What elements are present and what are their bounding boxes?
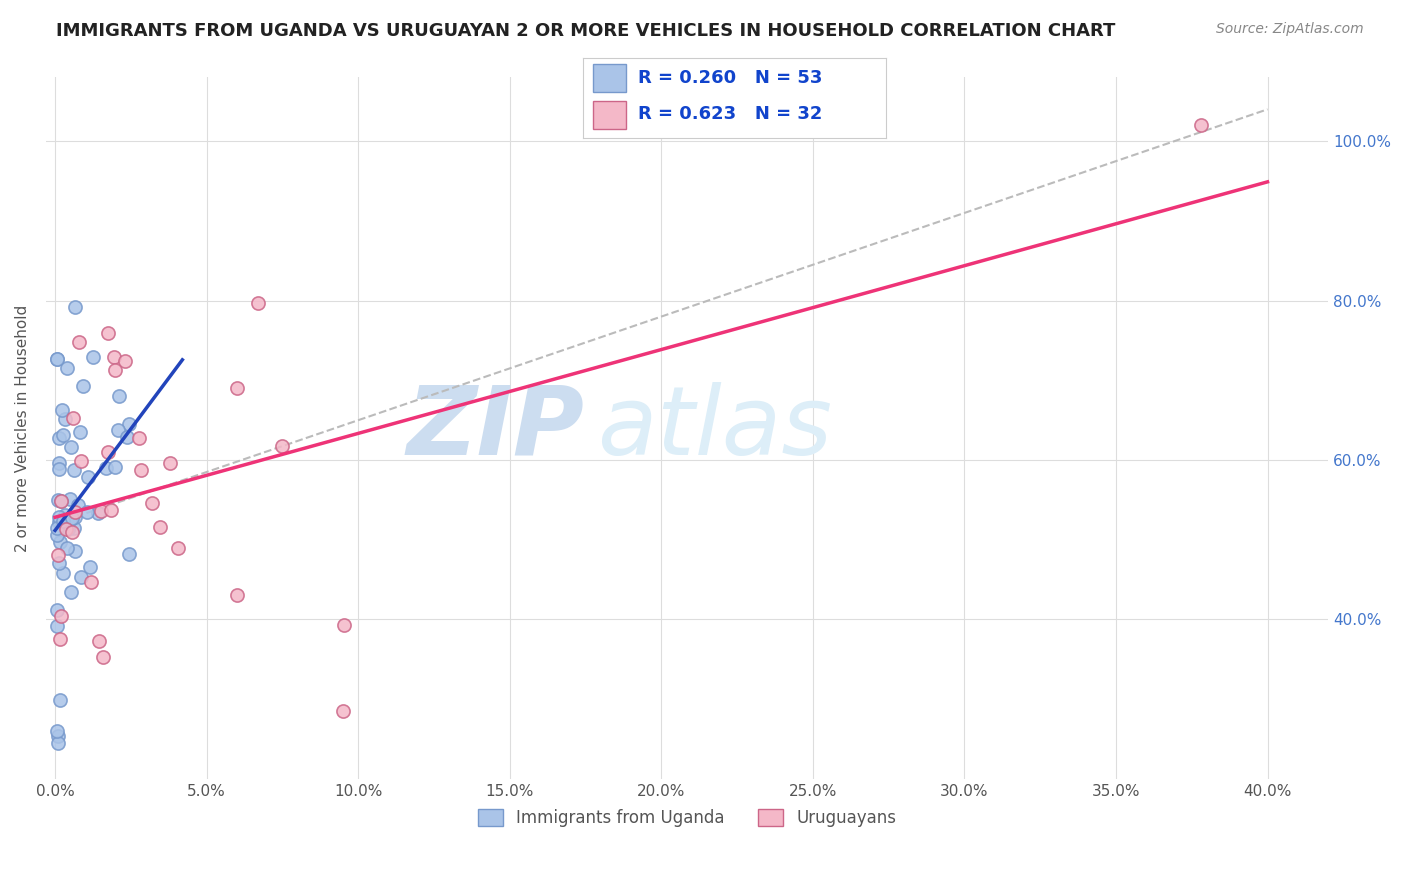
- Point: [59, 440, 82, 454]
- Point: [129, 463, 152, 477]
- Point: [82, 350, 104, 364]
- Point: [49, 609, 72, 624]
- Point: [45, 603, 67, 617]
- Point: [76, 505, 98, 519]
- Point: [108, 389, 131, 403]
- Point: [56, 361, 79, 376]
- Text: R = 0.623   N = 32: R = 0.623 N = 32: [638, 105, 823, 123]
- Point: [46, 736, 69, 750]
- Point: [45, 527, 67, 541]
- Point: [48, 516, 70, 530]
- Point: [60, 511, 83, 525]
- Point: [62, 411, 84, 425]
- Point: [76, 469, 98, 483]
- Point: [52, 566, 75, 580]
- Point: [97, 326, 120, 340]
- Point: [45, 351, 67, 366]
- Point: [100, 503, 122, 517]
- Point: [46, 729, 69, 743]
- Point: [80, 574, 103, 589]
- Point: [46, 724, 69, 739]
- Point: [332, 704, 354, 718]
- Point: [59, 585, 82, 599]
- Point: [45, 619, 67, 633]
- Point: [79, 560, 101, 574]
- Point: [87, 634, 110, 648]
- Point: [45, 351, 67, 366]
- Legend: Immigrants from Uganda, Uruguayans: Immigrants from Uganda, Uruguayans: [471, 802, 903, 834]
- Point: [226, 381, 249, 395]
- Point: [51, 403, 73, 417]
- Point: [46, 549, 69, 563]
- Point: [53, 508, 76, 523]
- Bar: [592, 102, 626, 128]
- Point: [55, 522, 77, 536]
- Point: [46, 521, 69, 535]
- Text: IMMIGRANTS FROM UGANDA VS URUGUAYAN 2 OR MORE VEHICLES IN HOUSEHOLD CORRELATION : IMMIGRANTS FROM UGANDA VS URUGUAYAN 2 OR…: [56, 22, 1115, 40]
- Point: [48, 461, 70, 475]
- Point: [46, 492, 69, 507]
- Point: [225, 588, 247, 602]
- Point: [70, 569, 93, 583]
- Bar: [592, 64, 626, 92]
- Point: [107, 423, 129, 437]
- Point: [167, 541, 190, 555]
- Point: [149, 520, 172, 534]
- Point: [48, 557, 70, 571]
- Point: [63, 520, 86, 534]
- Point: [114, 354, 136, 368]
- Point: [159, 456, 181, 470]
- Point: [246, 296, 269, 310]
- Point: [104, 363, 127, 377]
- Point: [67, 499, 90, 513]
- Point: [62, 524, 84, 539]
- Text: atlas: atlas: [598, 382, 832, 475]
- Point: [69, 453, 91, 467]
- Point: [141, 496, 163, 510]
- Point: [87, 506, 110, 520]
- Point: [118, 417, 141, 432]
- Point: [52, 428, 75, 442]
- Point: [56, 522, 79, 536]
- Point: [63, 543, 86, 558]
- Point: [128, 431, 150, 445]
- Point: [271, 439, 294, 453]
- Point: [59, 491, 82, 506]
- Point: [51, 493, 73, 508]
- Point: [1189, 118, 1212, 132]
- Text: Source: ZipAtlas.com: Source: ZipAtlas.com: [1216, 22, 1364, 37]
- Point: [49, 693, 72, 707]
- Point: [94, 461, 117, 475]
- Point: [51, 519, 73, 533]
- Point: [53, 412, 76, 426]
- Point: [49, 493, 72, 508]
- Point: [48, 456, 70, 470]
- Point: [90, 503, 112, 517]
- Point: [49, 535, 72, 549]
- Point: [333, 617, 356, 632]
- Point: [103, 460, 125, 475]
- Point: [48, 509, 70, 524]
- Point: [63, 505, 86, 519]
- Point: [67, 335, 90, 350]
- Point: [115, 430, 138, 444]
- Point: [63, 300, 86, 314]
- Point: [48, 431, 70, 445]
- Point: [63, 463, 86, 477]
- Point: [49, 632, 72, 646]
- Point: [52, 514, 75, 528]
- Point: [91, 650, 114, 665]
- Point: [56, 541, 79, 555]
- Text: ZIP: ZIP: [406, 382, 585, 475]
- Point: [72, 379, 94, 393]
- Point: [97, 445, 120, 459]
- Point: [63, 509, 86, 524]
- Point: [58, 513, 80, 527]
- Y-axis label: 2 or more Vehicles in Household: 2 or more Vehicles in Household: [15, 304, 30, 552]
- Point: [118, 547, 141, 561]
- Point: [69, 425, 91, 439]
- Text: R = 0.260   N = 53: R = 0.260 N = 53: [638, 69, 823, 87]
- Point: [103, 351, 125, 365]
